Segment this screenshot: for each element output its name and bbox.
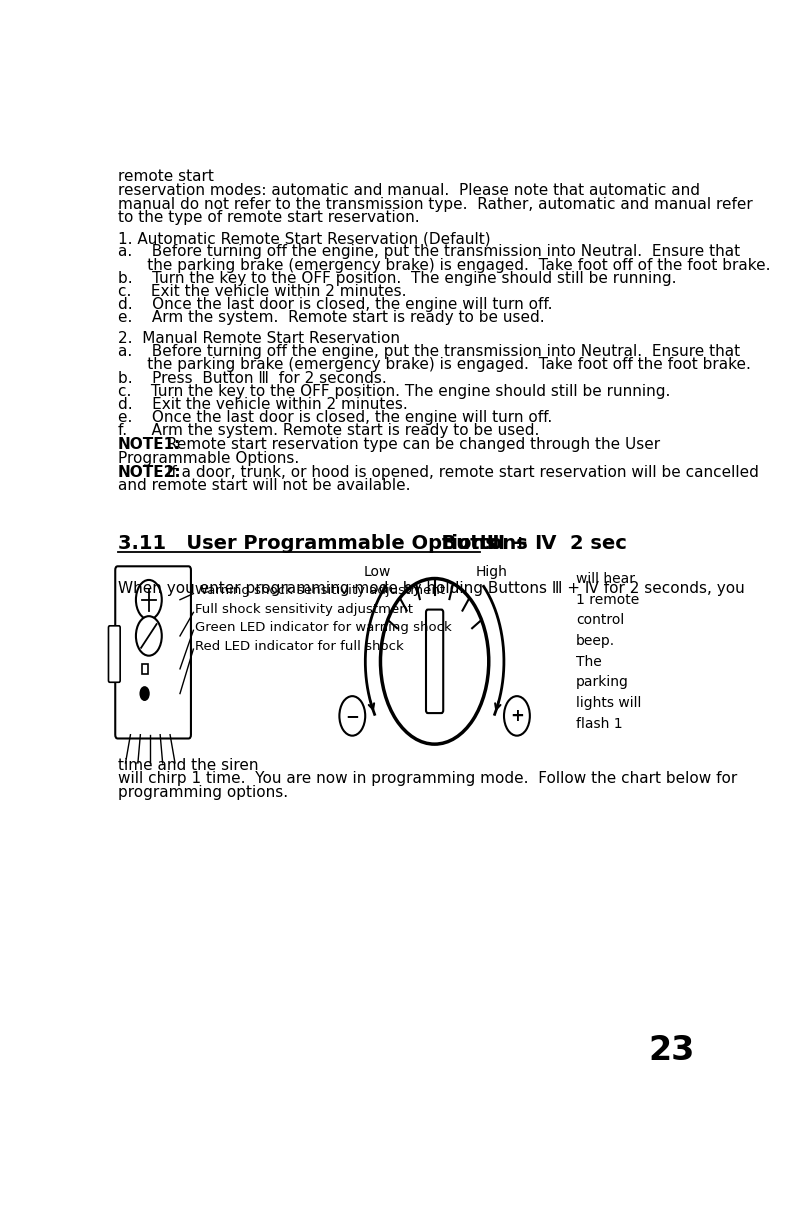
Text: remote start: remote start bbox=[118, 169, 214, 185]
Text: −: − bbox=[345, 706, 359, 725]
Text: time and the siren: time and the siren bbox=[118, 758, 258, 774]
Text: a.    Before turning off the engine, put the transmission into Neutral.  Ensure : a. Before turning off the engine, put th… bbox=[118, 345, 740, 359]
Text: c.    Turn the key to the OFF position. The engine should still be running.: c. Turn the key to the OFF position. The… bbox=[118, 384, 670, 398]
Text: flash 1: flash 1 bbox=[576, 717, 622, 731]
Text: beep.: beep. bbox=[576, 634, 615, 648]
Text: The: The bbox=[576, 655, 602, 668]
Text: e.    Once the last door is closed, the engine will turn off.: e. Once the last door is closed, the eng… bbox=[118, 411, 552, 425]
Text: e.    Arm the system.  Remote start is ready to be used.: e. Arm the system. Remote start is ready… bbox=[118, 310, 545, 325]
FancyBboxPatch shape bbox=[426, 610, 443, 714]
Circle shape bbox=[380, 578, 489, 744]
Text: the parking brake (emergency brake) is engaged.  Take foot off the foot brake.: the parking brake (emergency brake) is e… bbox=[118, 357, 750, 373]
Text: Red LED indicator for full shock: Red LED indicator for full shock bbox=[195, 640, 404, 653]
Circle shape bbox=[136, 616, 162, 656]
Text: will hear: will hear bbox=[576, 572, 635, 585]
Text: Green LED indicator for warning shock: Green LED indicator for warning shock bbox=[195, 621, 452, 634]
Text: b.    Press  Button Ⅲ  for 2 seconds.: b. Press Button Ⅲ for 2 seconds. bbox=[118, 370, 387, 386]
Text: to the type of remote start reservation.: to the type of remote start reservation. bbox=[118, 210, 419, 225]
Text: reservation modes: automatic and manual.  Please note that automatic and: reservation modes: automatic and manual.… bbox=[118, 183, 700, 198]
Text: Warning shock sensitivity adjustment: Warning shock sensitivity adjustment bbox=[195, 584, 445, 598]
Circle shape bbox=[504, 697, 530, 736]
Text: lights will: lights will bbox=[576, 697, 642, 710]
Text: Ⅲ + Ⅳ  2 sec: Ⅲ + Ⅳ 2 sec bbox=[480, 534, 626, 554]
Text: parking: parking bbox=[576, 676, 629, 689]
Text: Buttons: Buttons bbox=[429, 534, 528, 554]
Text: d.    Once the last door is closed, the engine will turn off.: d. Once the last door is closed, the eng… bbox=[118, 297, 552, 312]
FancyBboxPatch shape bbox=[109, 626, 120, 682]
Text: will chirp 1 time.  You are now in programming mode.  Follow the chart below for: will chirp 1 time. You are now in progra… bbox=[118, 771, 737, 787]
Text: High: High bbox=[476, 565, 507, 579]
Circle shape bbox=[136, 580, 162, 620]
Text: Low: Low bbox=[364, 565, 391, 579]
FancyBboxPatch shape bbox=[115, 566, 191, 738]
Circle shape bbox=[141, 687, 149, 700]
Text: Full shock sensitivity adjustment: Full shock sensitivity adjustment bbox=[195, 604, 413, 616]
Text: b.    Turn the key to the OFF position.  The engine should still be running.: b. Turn the key to the OFF position. The… bbox=[118, 271, 676, 286]
Text: programming options.: programming options. bbox=[118, 785, 288, 799]
Text: and remote start will not be available.: and remote start will not be available. bbox=[118, 478, 410, 492]
Text: c.    Exit the vehicle within 2 minutes.: c. Exit the vehicle within 2 minutes. bbox=[118, 284, 407, 299]
Text: f.     Arm the system. Remote start is ready to be used.: f. Arm the system. Remote start is ready… bbox=[118, 423, 539, 439]
Text: Remote start reservation type can be changed through the User: Remote start reservation type can be cha… bbox=[162, 437, 660, 452]
Text: manual do not refer to the transmission type.  Rather, automatic and manual refe: manual do not refer to the transmission … bbox=[118, 197, 753, 211]
Text: When you enter programming mode by holding Buttons Ⅲ + Ⅳ for 2 seconds, you: When you enter programming mode by holdi… bbox=[118, 582, 745, 596]
Text: d.    Exit the vehicle within 2 minutes.: d. Exit the vehicle within 2 minutes. bbox=[118, 397, 407, 412]
Text: the parking brake (emergency brake) is engaged.  Take foot off of the foot brake: the parking brake (emergency brake) is e… bbox=[118, 258, 770, 273]
Text: +: + bbox=[510, 706, 524, 725]
Text: control: control bbox=[576, 613, 624, 627]
Text: 2.  Manual Remote Start Reservation: 2. Manual Remote Start Reservation bbox=[118, 331, 399, 346]
Text: 1 remote: 1 remote bbox=[576, 593, 639, 606]
Text: 1. Automatic Remote Start Reservation (Default): 1. Automatic Remote Start Reservation (D… bbox=[118, 231, 491, 247]
Text: a.    Before turning off the engine, put the transmission into Neutral.  Ensure : a. Before turning off the engine, put th… bbox=[118, 244, 740, 259]
FancyBboxPatch shape bbox=[141, 665, 148, 673]
Text: Programmable Options.: Programmable Options. bbox=[118, 451, 299, 466]
Text: 3.11   User Programmable Options: 3.11 User Programmable Options bbox=[118, 534, 496, 554]
Text: NOTE1:: NOTE1: bbox=[118, 437, 181, 452]
Text: NOTE2:: NOTE2: bbox=[118, 464, 181, 480]
Text: If a door, trunk, or hood is opened, remote start reservation will be cancelled: If a door, trunk, or hood is opened, rem… bbox=[162, 464, 759, 480]
Text: 23: 23 bbox=[649, 1034, 695, 1067]
Circle shape bbox=[339, 697, 365, 736]
